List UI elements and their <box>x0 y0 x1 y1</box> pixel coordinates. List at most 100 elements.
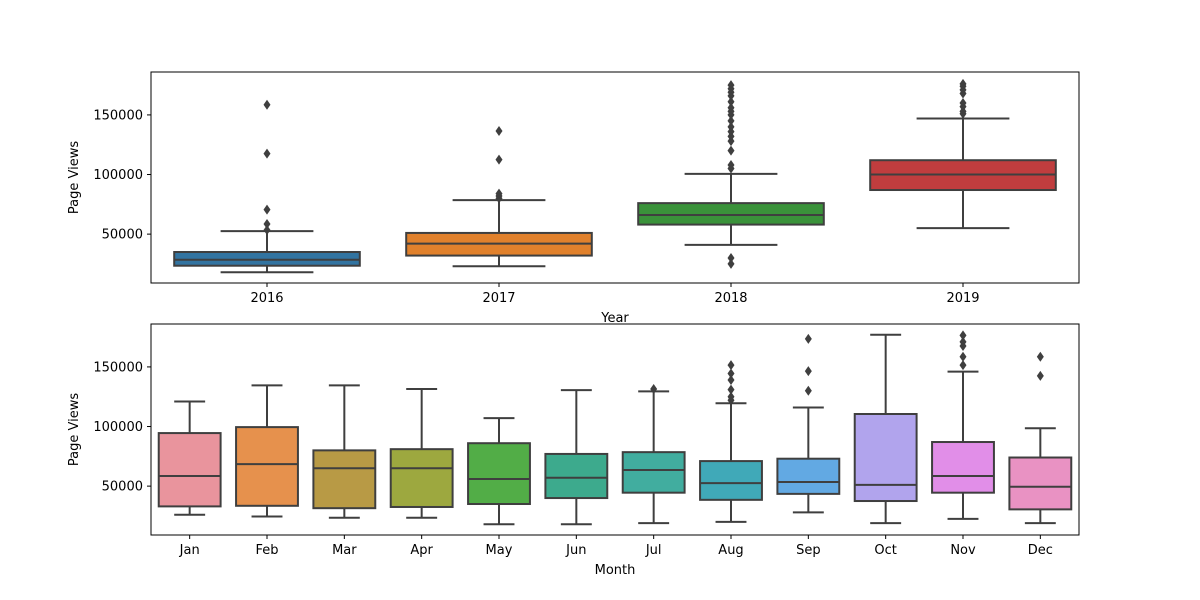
y-tick-label: 100000 <box>93 420 143 435</box>
outlier-point <box>263 99 271 110</box>
month-box-Apr <box>389 387 454 519</box>
outlier-point <box>263 218 271 229</box>
box-iqr <box>776 457 841 495</box>
box-iqr <box>312 449 377 510</box>
y-tick-label: 100000 <box>93 168 143 183</box>
year-box-2017 <box>405 126 593 268</box>
box-iqr <box>637 202 825 226</box>
outlier-point <box>727 159 735 170</box>
outlier-point <box>804 385 812 396</box>
month-box-Mar <box>312 384 377 519</box>
box-iqr <box>235 426 299 507</box>
x-tick-label: Apr <box>410 543 433 558</box>
outlier-point <box>263 204 271 215</box>
box-iqr <box>853 413 918 503</box>
y-tick-label: 150000 <box>93 108 143 123</box>
outlier-point <box>727 258 735 269</box>
month-box-May <box>467 417 531 526</box>
outlier-point <box>727 360 735 371</box>
x-tick-label: Dec <box>1028 543 1053 558</box>
month-x-ticks: Jan Feb Mar Apr May Jun Jul Aug Sep Oct Nov Dec <box>179 535 1053 558</box>
month-box-Jul <box>621 383 686 525</box>
x-tick-label: Aug <box>718 543 743 558</box>
month-plot-frame <box>150 323 1080 536</box>
month-box-Jan <box>157 400 222 516</box>
outlier-point <box>727 115 735 126</box>
x-tick-label: Jun <box>565 543 586 558</box>
x-tick-label: 2016 <box>250 291 283 306</box>
outlier-point <box>1036 351 1044 362</box>
outlier-point <box>727 252 735 263</box>
year-x-ticks: 2016 2017 2018 2019 <box>250 283 980 306</box>
x-tick-label: Oct <box>874 543 896 558</box>
y-tick-label: 50000 <box>102 480 143 495</box>
outlier-point <box>804 366 812 377</box>
x-tick-label: 2019 <box>946 291 979 306</box>
outlier-point <box>495 188 503 199</box>
outlier-point <box>650 383 658 394</box>
month-box-Jun <box>544 389 609 526</box>
year-y-ticks: 50000 100000 150000 <box>93 108 151 243</box>
year-box-2016 <box>173 99 361 274</box>
month-x-axis-label: Month <box>595 563 636 578</box>
box-iqr <box>931 441 995 494</box>
box-iqr <box>157 432 222 508</box>
box-iqr <box>544 452 609 500</box>
outlier-point <box>959 351 967 362</box>
x-tick-label: Sep <box>796 543 821 558</box>
x-tick-label: Nov <box>950 543 976 558</box>
outlier-point <box>727 375 735 386</box>
outlier-point <box>959 330 967 341</box>
x-tick-label: Jul <box>645 543 662 558</box>
x-tick-label: Feb <box>255 543 278 558</box>
year-y-axis-label: Page Views <box>67 141 82 214</box>
outlier-point <box>727 145 735 156</box>
x-tick-label: May <box>486 543 513 558</box>
outlier-point <box>727 102 735 113</box>
outlier-point <box>1036 370 1044 381</box>
outlier-point <box>727 96 735 107</box>
x-tick-label: Jan <box>179 543 200 558</box>
month-box-Sep <box>776 333 841 514</box>
outlier-point <box>959 336 967 347</box>
outlier-point <box>495 126 503 137</box>
box-iqr <box>699 460 763 501</box>
year-x-axis-label: Year <box>600 311 629 326</box>
outlier-point <box>727 80 735 91</box>
month-box-Aug <box>699 360 763 523</box>
month-box-Dec <box>1008 351 1073 525</box>
year-plot-frame <box>150 71 1080 284</box>
outlier-point <box>727 121 735 132</box>
x-tick-label: 2018 <box>714 291 747 306</box>
month-box-Oct <box>853 333 918 525</box>
month-box-Feb <box>235 384 299 518</box>
outlier-point <box>804 333 812 344</box>
outlier-point <box>727 391 735 402</box>
month-box-Nov <box>931 330 995 520</box>
outlier-point <box>263 224 271 235</box>
y-tick-label: 50000 <box>102 228 143 243</box>
year-boxplot-marks <box>173 78 1057 274</box>
box-iqr <box>467 442 531 506</box>
x-tick-label: Mar <box>332 543 357 558</box>
outlier-point <box>959 78 967 89</box>
outlier-point <box>727 384 735 395</box>
month-y-axis-label: Page Views <box>67 393 82 466</box>
year-box-2019 <box>869 78 1057 230</box>
x-tick-label: 2017 <box>482 291 515 306</box>
outlier-point <box>263 148 271 159</box>
month-boxplot-marks <box>157 330 1073 526</box>
box-iqr <box>621 451 686 494</box>
outlier-point <box>959 97 967 108</box>
box-iqr <box>389 448 454 508</box>
month-y-ticks: 50000 100000 150000 <box>93 360 151 495</box>
year-box-2018 <box>637 80 825 269</box>
outlier-point <box>727 368 735 379</box>
y-tick-label: 150000 <box>93 360 143 375</box>
box-iqr <box>1008 456 1073 511</box>
outlier-point <box>959 360 967 371</box>
month-boxplot-panel: 50000 100000 150000 Jan Feb Mar Apr May Jun Jul A… <box>67 323 1080 578</box>
outlier-point <box>495 154 503 165</box>
